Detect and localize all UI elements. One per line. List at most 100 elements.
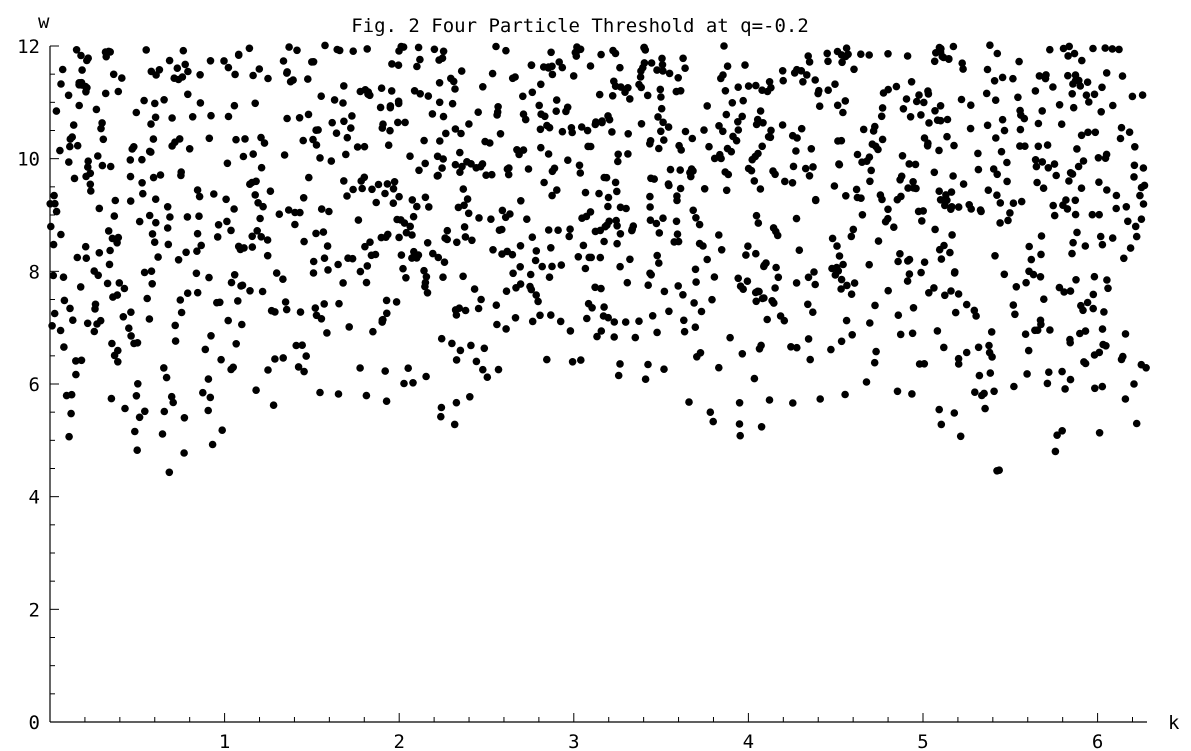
x-tick-label: 6 [1092, 731, 1103, 751]
data-point [86, 180, 95, 189]
data-point [1025, 242, 1033, 251]
data-point [180, 414, 189, 422]
data-point [300, 367, 308, 376]
data-point [610, 318, 619, 326]
data-point [920, 258, 929, 267]
data-point [420, 136, 428, 145]
x-axis-label: k [1168, 712, 1180, 734]
data-point [574, 252, 583, 261]
data-point [980, 389, 988, 398]
data-point [165, 468, 174, 477]
data-point [823, 49, 831, 58]
data-point [461, 233, 470, 241]
data-point [230, 205, 238, 213]
data-point [465, 120, 473, 128]
data-point [975, 371, 984, 380]
data-point [96, 316, 105, 325]
data-point [234, 297, 242, 305]
data-point [206, 57, 215, 65]
data-point [293, 46, 301, 55]
data-point [173, 64, 182, 72]
data-point [1083, 298, 1092, 307]
data-point [119, 313, 128, 321]
data-point [527, 61, 536, 69]
data-point [984, 186, 993, 194]
data-point [838, 58, 846, 67]
data-point [456, 148, 464, 157]
data-point [715, 231, 723, 239]
data-point [579, 241, 588, 250]
data-point [263, 251, 272, 260]
data-point [1084, 128, 1092, 137]
data-point [576, 45, 585, 54]
data-point [894, 311, 903, 320]
data-point [966, 124, 975, 133]
data-point [616, 262, 624, 271]
data-point [540, 178, 548, 187]
data-point [196, 71, 204, 79]
data-point [1073, 228, 1081, 237]
data-point [472, 357, 481, 366]
data-point [566, 225, 574, 233]
data-point [807, 145, 816, 153]
data-point [171, 321, 179, 330]
data-point [884, 214, 892, 223]
data-point [492, 42, 500, 51]
data-point [949, 172, 957, 180]
data-point [811, 196, 820, 205]
data-point [660, 287, 669, 296]
data-point [1050, 160, 1059, 168]
data-point [831, 80, 839, 88]
data-point [917, 111, 925, 119]
data-point [824, 57, 832, 66]
data-point [509, 269, 517, 278]
data-point [852, 185, 861, 194]
data-point [166, 213, 174, 221]
data-point [184, 67, 192, 76]
data-point [981, 404, 989, 413]
data-point [1065, 42, 1073, 51]
data-point [82, 88, 90, 96]
data-point [611, 49, 620, 58]
data-point [789, 399, 797, 407]
data-point [957, 95, 966, 104]
data-point [1100, 308, 1108, 316]
data-point [135, 413, 144, 422]
data-point [866, 177, 874, 186]
data-point [83, 319, 92, 328]
data-point [1043, 379, 1052, 388]
data-point [72, 370, 80, 379]
data-point [1081, 327, 1090, 335]
data-point [402, 274, 410, 282]
data-point [719, 127, 727, 136]
data-point [456, 346, 465, 355]
data-point [1109, 101, 1117, 110]
data-point [1065, 177, 1073, 185]
y-tick-label: 8 [29, 261, 40, 283]
data-point [835, 252, 844, 260]
data-point [317, 92, 326, 100]
data-point [1131, 143, 1139, 151]
x-tick-label: 2 [393, 731, 404, 751]
data-point [918, 217, 926, 225]
y-tick-label: 0 [29, 712, 40, 734]
data-point [249, 71, 257, 80]
data-point [844, 50, 852, 59]
data-point [637, 120, 646, 128]
data-point [640, 44, 648, 52]
data-point [66, 142, 74, 151]
data-point [908, 390, 916, 398]
data-point [809, 163, 817, 171]
data-point [404, 364, 413, 373]
data-point [614, 157, 622, 166]
data-point [353, 143, 362, 151]
data-point [464, 209, 473, 218]
x-tick-label: 3 [568, 731, 579, 751]
data-point [568, 358, 577, 366]
data-point [657, 104, 666, 113]
data-point [536, 311, 544, 320]
data-point [437, 334, 446, 343]
data-point [496, 130, 505, 138]
data-point [108, 339, 116, 348]
data-point [279, 275, 287, 284]
